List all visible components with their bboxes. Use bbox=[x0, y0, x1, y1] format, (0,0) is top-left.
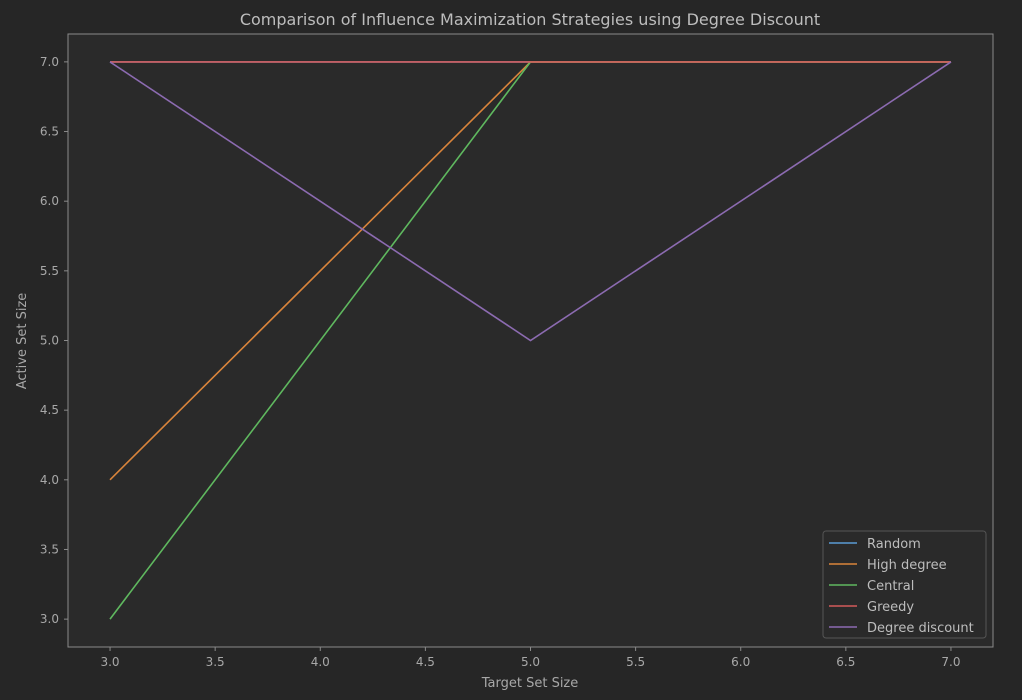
y-tick-label: 7.0 bbox=[40, 55, 59, 69]
x-tick-label: 5.5 bbox=[626, 655, 645, 669]
x-axis: 3.0 3.5 4.0 4.5 5.0 5.5 6.0 6.5 7.0 bbox=[100, 647, 961, 669]
x-tick-label: 3.0 bbox=[100, 655, 119, 669]
x-tick-label: 4.0 bbox=[311, 655, 330, 669]
x-axis-label: Target Set Size bbox=[481, 676, 579, 691]
legend-box bbox=[822, 530, 987, 639]
y-tick-label: 6.0 bbox=[40, 194, 59, 208]
series-lines bbox=[109, 61, 952, 620]
legend-label: Greedy bbox=[867, 600, 914, 615]
x-tick-label: 6.0 bbox=[731, 655, 750, 669]
chart-title: Comparison of Influence Maximization Str… bbox=[240, 10, 820, 29]
legend-label: Random bbox=[867, 537, 921, 552]
y-tick-label: 4.0 bbox=[40, 473, 59, 487]
y-tick-label: 3.5 bbox=[40, 542, 59, 556]
legend-label: Central bbox=[867, 579, 914, 594]
y-axis-label: Active Set Size bbox=[15, 293, 30, 390]
x-tick-label: 7.0 bbox=[941, 655, 960, 669]
y-tick-label: 6.5 bbox=[40, 125, 59, 139]
x-tick-label: 6.5 bbox=[836, 655, 855, 669]
legend-label: Degree discount bbox=[867, 621, 974, 636]
y-tick-label: 4.5 bbox=[40, 403, 59, 417]
x-tick-label: 4.5 bbox=[416, 655, 435, 669]
y-tick-label: 5.0 bbox=[40, 334, 59, 348]
y-tick-label: 3.0 bbox=[40, 612, 59, 626]
legend: Random High degree Central Greedy Degree dis… bbox=[822, 530, 987, 639]
series-line-degree-discount bbox=[109, 61, 952, 342]
y-tick-label: 5.5 bbox=[40, 264, 59, 278]
x-tick-label: 5.0 bbox=[521, 655, 540, 669]
y-axis: 3.0 3.5 4.0 4.5 5.0 5.5 6.0 6.5 7.0 bbox=[40, 55, 68, 626]
x-tick-label: 3.5 bbox=[206, 655, 225, 669]
legend-label: High degree bbox=[867, 558, 947, 573]
